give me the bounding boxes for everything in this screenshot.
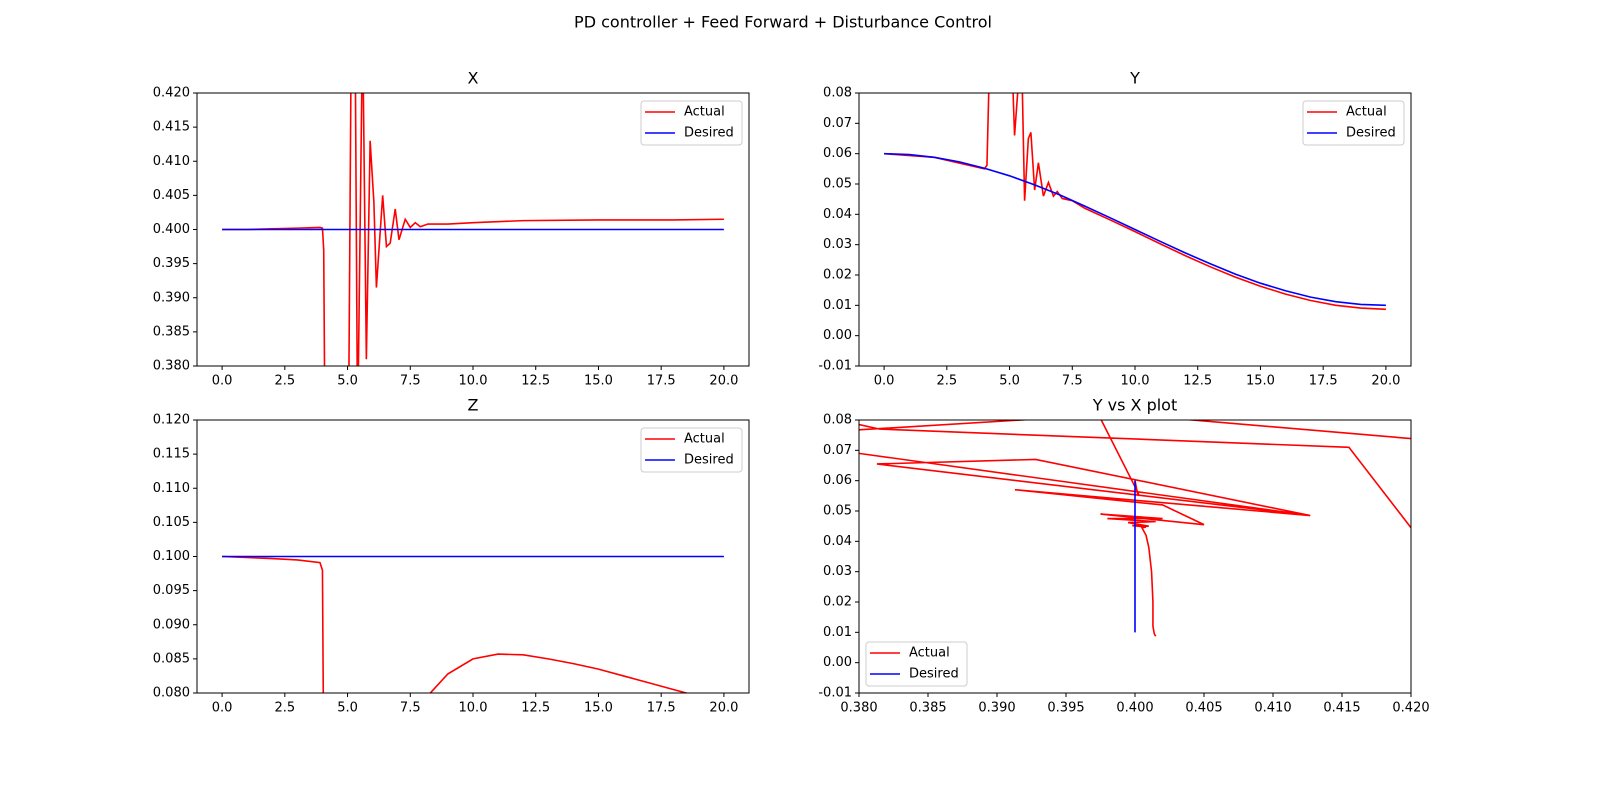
legend-label: Actual [684,432,725,447]
y-tick-label: 0.03 [823,237,852,252]
y-tick-label: 0.390 [153,290,190,305]
y-tick-label: 0.410 [153,154,190,169]
x-tick-label: 15.0 [584,701,613,716]
x-tick-label: 20.0 [709,701,738,716]
y-tick-label: 0.00 [823,328,852,343]
y-tick-label: 0.085 [153,651,190,666]
x-tick-label: 0.410 [1254,701,1291,716]
x-tick-label: 20.0 [709,374,738,389]
y-tick-label: 0.03 [823,564,852,579]
y-tick-label: 0.420 [153,86,190,101]
y-tick-label: 0.415 [153,120,190,135]
x-tick-label: 15.0 [584,374,613,389]
axes-frame [858,419,1412,694]
legend-label: Desired [1346,126,1396,141]
figure-title: PD controller + Feed Forward + Disturban… [574,13,992,32]
legend-label: Desired [909,667,959,682]
x-tick-label: 2.5 [274,701,295,716]
x-tick-label: 0.0 [874,374,895,389]
y-tick-label: 0.115 [153,447,190,462]
y-tick-label: 0.05 [823,504,852,519]
x-tick-label: 0.380 [840,701,877,716]
y-tick-label: -0.01 [818,359,852,374]
y-tick-label: 0.395 [153,256,190,271]
x-tick-label: 0.405 [1185,701,1222,716]
y-tick-label: 0.02 [823,595,852,610]
x-tick-label: 2.5 [274,374,295,389]
y-tick-label: 0.01 [823,625,852,640]
axes-frame [196,92,750,367]
y-tick-label: 0.080 [153,686,190,701]
y-tick-label: 0.095 [153,583,190,598]
y-tick-label: 0.08 [823,86,852,101]
y-tick-label: 0.04 [823,207,852,222]
series-line [884,152,1386,307]
legend-label: Desired [684,126,734,141]
x-tick-label: 0.390 [978,701,1015,716]
x-tick-label: 10.0 [459,701,488,716]
x-tick-label: 17.5 [647,701,676,716]
x-tick-label: 20.0 [1371,374,1400,389]
legend-label: Desired [684,453,734,468]
x-tick-label: 7.5 [1062,374,1083,389]
y-tick-label: 0.405 [153,188,190,203]
x-tick-label: 0.0 [212,701,233,716]
x-tick-label: 0.415 [1323,701,1360,716]
x-tick-label: 0.385 [909,701,946,716]
y-tick-label: 0.07 [823,116,852,131]
x-tick-label: 10.0 [1121,374,1150,389]
legend-label: Actual [909,646,950,661]
axes-title: Z [468,396,479,415]
y-tick-label: 0.380 [153,359,190,374]
x-tick-label: 5.0 [999,374,1020,389]
x-tick-label: 7.5 [400,701,421,716]
x-tick-label: 5.0 [337,701,358,716]
y-tick-label: -0.01 [818,686,852,701]
y-tick-label: 0.400 [153,222,190,237]
y-tick-label: 0.100 [153,549,190,564]
x-tick-label: 0.395 [1047,701,1084,716]
x-tick-label: 17.5 [647,374,676,389]
legend-label: Actual [684,105,725,120]
axes-frame [196,419,750,694]
series-line [222,93,724,366]
y-tick-label: 0.110 [153,481,190,496]
series-line [884,93,1386,311]
x-tick-label: 12.5 [521,701,550,716]
axes-title: X [468,69,479,88]
y-tick-label: 0.090 [153,617,190,632]
x-tick-label: 7.5 [400,374,421,389]
y-tick-label: 0.06 [823,473,852,488]
x-tick-label: 0.400 [1116,701,1153,716]
y-tick-label: 0.120 [153,413,190,428]
x-tick-label: 0.0 [212,374,233,389]
y-tick-label: 0.105 [153,515,190,530]
y-tick-label: 0.02 [823,268,852,283]
series-line [222,555,690,693]
y-tick-label: 0.08 [823,413,852,428]
legend-label: Actual [1346,105,1387,120]
y-tick-label: 0.04 [823,534,852,549]
y-tick-label: 0.01 [823,298,852,313]
y-tick-label: 0.07 [823,443,852,458]
axes-frame [858,92,1412,367]
y-tick-label: 0.05 [823,177,852,192]
series-line [859,420,1411,637]
x-tick-label: 10.0 [459,374,488,389]
y-tick-label: 0.385 [153,324,190,339]
x-tick-label: 17.5 [1309,374,1338,389]
x-tick-label: 12.5 [1183,374,1212,389]
y-tick-label: 0.00 [823,655,852,670]
axes-title: Y vs X plot [1092,396,1177,415]
x-tick-label: 15.0 [1246,374,1275,389]
x-tick-label: 12.5 [521,374,550,389]
x-tick-label: 0.420 [1392,701,1429,716]
axes-title: Y [1129,69,1140,88]
y-tick-label: 0.06 [823,146,852,161]
x-tick-label: 2.5 [936,374,957,389]
x-tick-label: 5.0 [337,374,358,389]
